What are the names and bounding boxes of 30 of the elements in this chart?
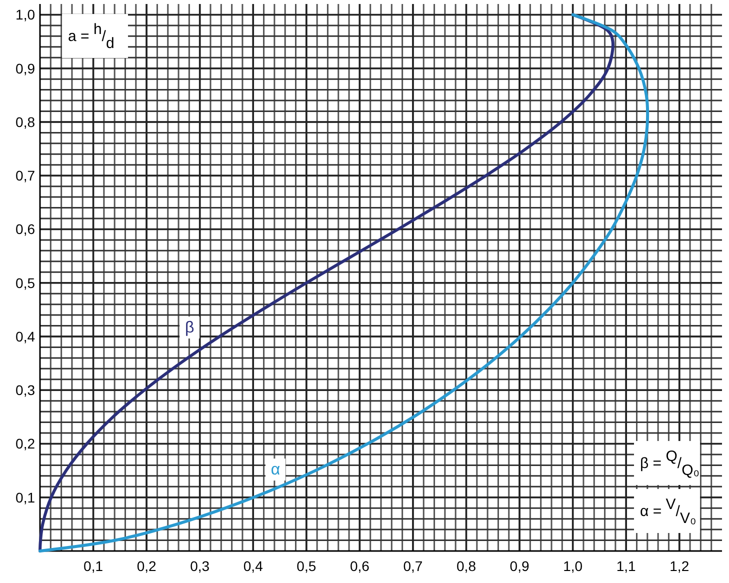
y-tick-label: 0,2 — [16, 436, 36, 452]
x-tick-label: 0,1 — [84, 558, 104, 574]
formula-box: β = Q/Q₀ — [634, 441, 700, 485]
y-tick-label: 0,9 — [16, 60, 36, 76]
y-tick-label: 0,6 — [16, 221, 36, 238]
annotation: α = V/V₀ — [640, 496, 696, 527]
x-tick-label: 1,0 — [563, 558, 583, 574]
y-tick-label: 0,4 — [16, 328, 36, 344]
y-tick-label: 0,5 — [16, 274, 36, 291]
y-tick-label: 0,7 — [16, 168, 36, 184]
series-label: β — [184, 319, 194, 336]
annotation: β = Q/Q₀ — [640, 448, 700, 479]
x-tick-label: 1,2 — [670, 558, 690, 574]
y-tick-label: 0,1 — [16, 489, 36, 506]
x-tick-label: 1,1 — [616, 558, 636, 574]
formula-box: α = V/V₀ — [634, 489, 700, 533]
x-tick-label: 0,3 — [190, 558, 210, 574]
y-tick-label: 1,0 — [16, 6, 36, 23]
x-tick-label: 0,6 — [350, 558, 370, 574]
x-tick-label: 0,7 — [403, 558, 423, 574]
y-tick-label: 0,8 — [16, 114, 36, 130]
x-tick-label: 0,9 — [510, 558, 530, 574]
annotation: a = h/d — [68, 21, 114, 52]
y-tick-label: 0,3 — [16, 382, 36, 398]
x-tick-label: 0,5 — [296, 558, 316, 574]
series-label: α — [270, 462, 280, 479]
x-tick-label: 0,8 — [456, 558, 476, 574]
x-tick-label: 0,2 — [136, 558, 157, 574]
x-tick-label: 0,4 — [243, 558, 264, 574]
formula-box: a = h/d — [62, 14, 128, 58]
